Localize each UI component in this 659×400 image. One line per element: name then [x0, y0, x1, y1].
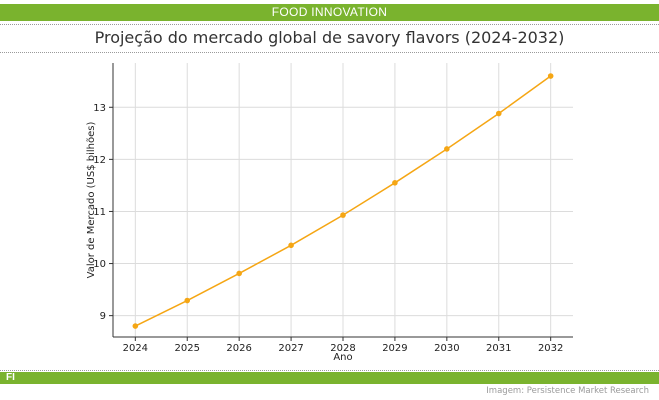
- tick-labels: 2024 2025 2026 2027 2028 2029 2030 2031 2032 9 10 1…: [93, 103, 563, 354]
- data-point-2030: [444, 146, 450, 152]
- data-point-2026: [236, 270, 242, 277]
- series: [132, 73, 554, 329]
- banner-label: FOOD INNOVATION: [271, 5, 388, 19]
- data-point-2024: [132, 323, 139, 329]
- y-tick-label: 9: [100, 311, 106, 322]
- top-divider: [0, 24, 659, 25]
- data-point-2028: [340, 212, 346, 218]
- y-axis-label: Valor de Mercado (US$ bilhões): [86, 122, 97, 279]
- bottom-bar: FI: [0, 372, 659, 384]
- chart-title: Projeção do mercado global de savory fla…: [94, 28, 565, 47]
- x-tick-label: 2032: [538, 343, 563, 354]
- bottom-divider: [0, 370, 659, 371]
- top-banner: FOOD INNOVATION: [0, 4, 659, 21]
- x-tick-label: 2024: [123, 343, 148, 354]
- x-tick-label: 2031: [486, 343, 511, 354]
- data-point-2025: [184, 297, 191, 304]
- x-tick-label: 2025: [175, 343, 200, 354]
- x-tick-label: 2029: [382, 343, 407, 354]
- source-credit: Imagem: Persistence Market Research: [486, 386, 649, 396]
- data-point-2029: [392, 180, 398, 186]
- x-tick-label: 2028: [330, 343, 355, 354]
- axes: [109, 63, 573, 341]
- x-tick-label: 2030: [434, 343, 459, 354]
- y-tick-label: 12: [93, 155, 106, 166]
- y-tick-label: 13: [93, 103, 106, 114]
- data-point-2027: [288, 242, 294, 249]
- title-divider: [0, 52, 659, 53]
- x-tick-label: 2026: [226, 343, 251, 354]
- x-tick-label: 2027: [278, 343, 303, 354]
- y-tick-label: 11: [93, 207, 106, 218]
- grid: [113, 63, 573, 337]
- y-tick-label: 10: [93, 259, 106, 270]
- fi-brand-label: FI: [6, 372, 15, 383]
- data-point-2032: [547, 73, 554, 79]
- data-point-2031: [495, 110, 502, 117]
- x-axis-label: Ano: [333, 352, 352, 363]
